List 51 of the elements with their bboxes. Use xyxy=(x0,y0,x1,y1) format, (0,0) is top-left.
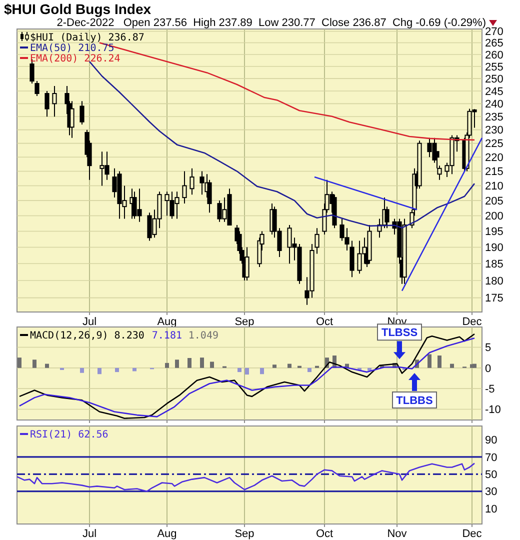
y-tick-label: 210 xyxy=(485,180,504,193)
y-tick-label: 200 xyxy=(485,210,504,223)
y-tick-label: 245 xyxy=(485,86,504,98)
y-tick-label: 235 xyxy=(485,111,504,124)
y-tick-label: -10 xyxy=(485,404,501,416)
legend-label: EMA(200) 226.24 xyxy=(30,54,120,64)
y-tick-label: 90 xyxy=(485,434,498,447)
legend-label: EMA(50) 210.75 xyxy=(30,43,114,54)
y-tick-label: 240 xyxy=(485,98,504,111)
chart-subtitle: 2-Dec-2022 Open 237.56 High 237.89 Low 230.77 Close 236.87 Chg -0.69 (-0.29%) xyxy=(56,17,486,29)
x-tick-label: Nov xyxy=(387,528,408,540)
y-tick-label: 50 xyxy=(485,468,498,481)
y-tick-label: 270 xyxy=(485,26,504,38)
x-tick-label: Sep xyxy=(234,528,254,540)
y-tick-label: 255 xyxy=(485,61,504,74)
annotation: TLBSS xyxy=(381,327,418,340)
text: 7.181 xyxy=(152,330,182,342)
y-tick-label: 195 xyxy=(485,226,504,238)
x-tick-label: Oct xyxy=(316,316,334,328)
x-tick-label: Aug xyxy=(157,316,177,328)
legend-label: MACD(12,26,9) 8.230 xyxy=(30,330,144,342)
y-tick-label: 260 xyxy=(485,49,504,62)
y-tick-label: 265 xyxy=(485,38,504,50)
y-tick-label: 0 xyxy=(485,362,492,375)
annotation: TLBBS xyxy=(396,394,433,407)
y-tick-label: 10 xyxy=(485,503,498,516)
x-tick-label: Oct xyxy=(316,528,334,540)
y-tick-label: 220 xyxy=(485,152,504,164)
y-tick-label: 190 xyxy=(485,242,504,254)
y-tick-label: 215 xyxy=(485,166,504,178)
y-tick-label: -5 xyxy=(485,383,495,396)
y-tick-label: 70 xyxy=(485,452,498,464)
series-label: 1.049 xyxy=(188,330,219,342)
x-tick-label: Dec xyxy=(462,316,482,328)
y-tick-label: 230 xyxy=(485,124,504,137)
chart-title: $HUI Gold Bugs Index xyxy=(4,1,152,17)
y-tick-label: 205 xyxy=(485,195,504,208)
y-tick-label: 30 xyxy=(485,486,498,498)
x-tick-label: Jul xyxy=(82,528,97,540)
x-tick-label: Jul xyxy=(82,316,97,328)
y-tick-label: 175 xyxy=(485,292,504,305)
y-tick-label: 5 xyxy=(485,342,492,354)
y-tick-label: 180 xyxy=(485,275,504,288)
x-tick-label: Sep xyxy=(234,316,254,328)
y-tick-label: 250 xyxy=(485,73,504,86)
y-tick-label: 225 xyxy=(485,138,504,150)
y-tick-label: 185 xyxy=(485,258,504,270)
legend-label: RSI(21) 62.56 xyxy=(30,430,108,440)
x-tick-label: Dec xyxy=(462,528,482,540)
legend-label: $HUI (Daily) 236.87 xyxy=(30,32,144,44)
x-tick-label: Aug xyxy=(157,528,177,540)
